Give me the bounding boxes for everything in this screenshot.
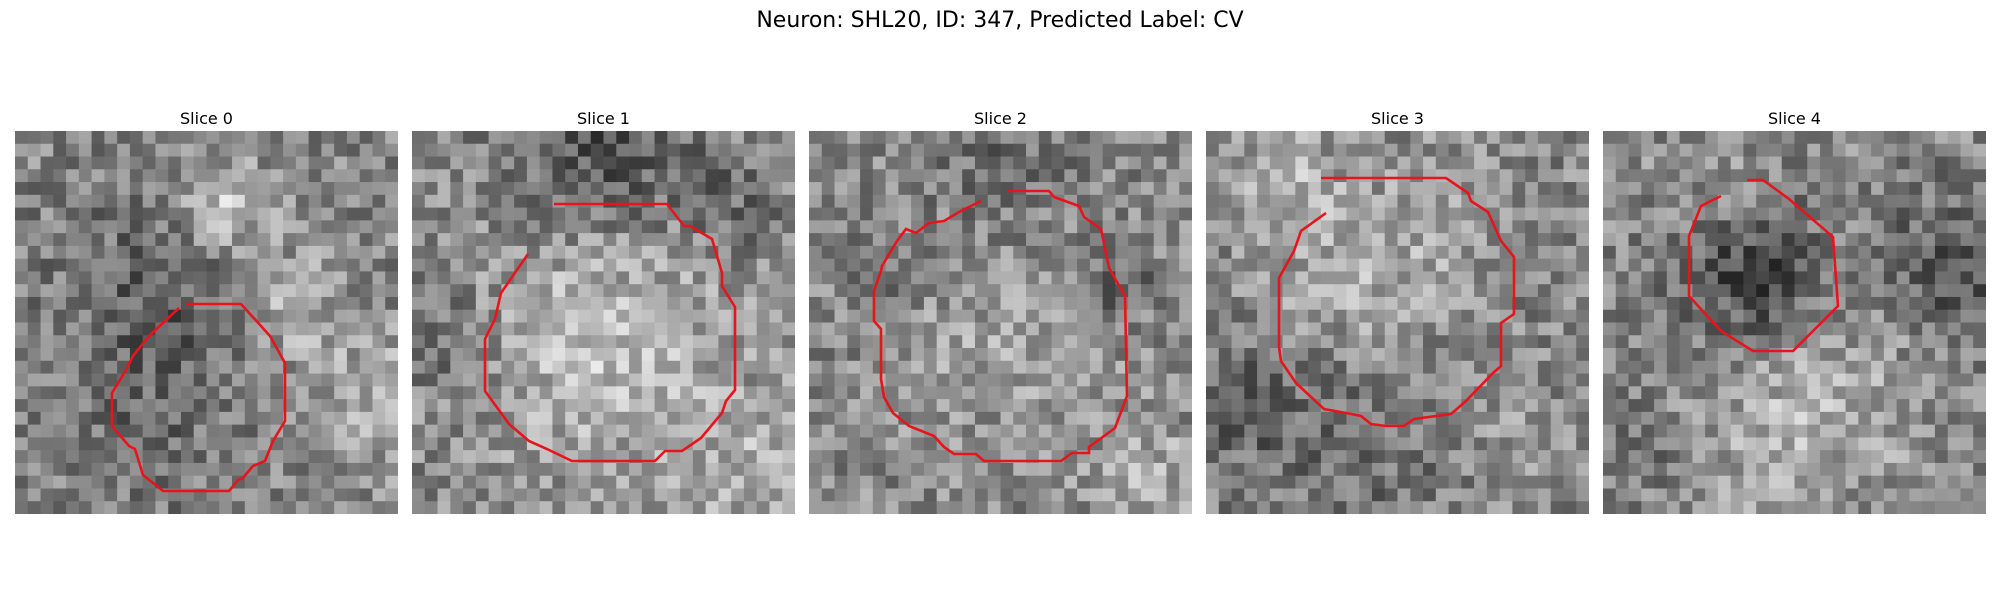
roi-outline bbox=[1687, 178, 1840, 353]
slice-panel-0: Slice 0 bbox=[15, 109, 398, 514]
slice-image bbox=[809, 131, 1192, 514]
slice-panel-2: Slice 2 bbox=[809, 109, 1192, 514]
slice-title: Slice 0 bbox=[180, 109, 233, 128]
slice-title: Slice 1 bbox=[577, 109, 630, 128]
slice-title: Slice 4 bbox=[1768, 109, 1821, 128]
pixel-grid bbox=[809, 131, 1192, 514]
roi-outline bbox=[110, 302, 287, 493]
pixel-grid bbox=[412, 131, 795, 514]
slice-image bbox=[412, 131, 795, 514]
roi-outline bbox=[872, 189, 1129, 463]
pixel-grid bbox=[1603, 131, 1986, 514]
roi-outline bbox=[1277, 176, 1516, 428]
roi-outline bbox=[483, 202, 737, 463]
slice-title: Slice 2 bbox=[974, 109, 1027, 128]
pixel-grid bbox=[15, 131, 398, 514]
slice-image bbox=[15, 131, 398, 514]
slice-panel-4: Slice 4 bbox=[1603, 109, 1986, 514]
slice-image bbox=[1603, 131, 1986, 514]
figure-title: Neuron: SHL20, ID: 347, Predicted Label:… bbox=[756, 8, 1244, 33]
slice-panel-3: Slice 3 bbox=[1206, 109, 1589, 514]
slice-title: Slice 3 bbox=[1371, 109, 1424, 128]
pixel-grid bbox=[1206, 131, 1589, 514]
slice-image bbox=[1206, 131, 1589, 514]
slice-panel-1: Slice 1 bbox=[412, 109, 795, 514]
